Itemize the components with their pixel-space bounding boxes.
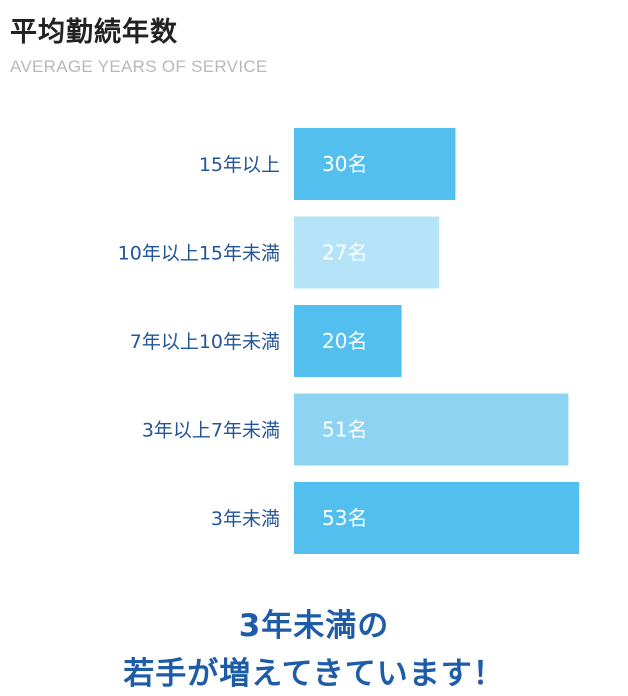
category-label-3: 3年以上7年未満 <box>142 420 280 442</box>
bar-0 <box>294 128 456 200</box>
bar-1 <box>294 216 440 289</box>
bar-value-label-4: 53名 <box>322 506 367 530</box>
bar-value-label-2: 20名 <box>322 329 367 353</box>
chart-subtitle: AVERAGE YEARS OF SERVICE <box>10 57 268 76</box>
bar-4 <box>294 482 580 554</box>
category-label-4: 3年未満 <box>211 508 280 530</box>
bar-value-label-0: 30名 <box>322 152 367 176</box>
bar-value-label-1: 27名 <box>322 241 367 265</box>
bar-2 <box>294 305 402 377</box>
footer-line-1: 3年未満の <box>238 608 390 644</box>
footer-line-2: 若手が増えてきています！ <box>123 656 505 692</box>
category-label-1: 10年以上15年未満 <box>118 243 280 265</box>
bar-chart: 30名 15年以上 27名 10年以上15年未満 20名 7年以上10年未満 51名 3年以上… <box>118 128 580 554</box>
bar-value-label-3: 51名 <box>322 418 367 442</box>
category-label-0: 15年以上 <box>199 154 280 176</box>
chart-title: 平均勤続年数 <box>10 17 178 48</box>
bar-3 <box>294 393 569 466</box>
category-label-2: 7年以上10年未満 <box>130 331 280 353</box>
